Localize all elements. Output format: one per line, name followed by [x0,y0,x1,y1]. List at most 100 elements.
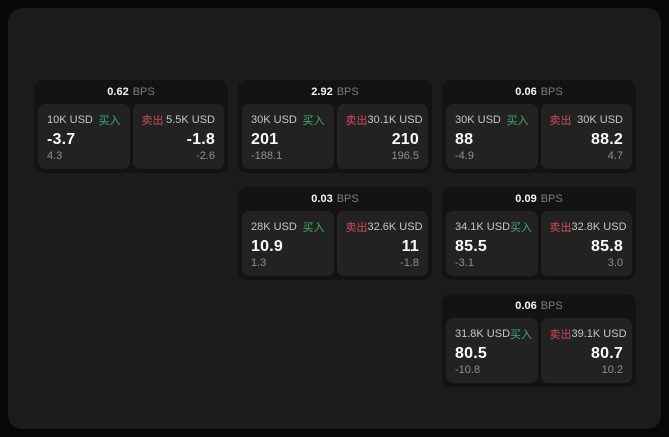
card-header: 0.03 BPS [242,187,428,211]
card-header: 2.92 BPS [242,80,428,104]
quote-card: 0.06 BPS 30K USD 买入 88 -4.9 卖出 30K USD [442,80,636,173]
sell-delta: 10.2 [601,364,623,376]
sell-amount: 30.1K USD [367,114,423,126]
quote-grid: 0.62 BPS 10K USD 买入 -3.7 4.3 卖出 5.5K USD [34,80,636,387]
sell-panel-top: 卖出 30.1K USD [345,112,423,128]
sell-delta: -2.6 [196,150,215,162]
sell-price: 80.7 [591,344,623,362]
buy-panel-top: 34.1K USD 买入 [455,219,533,235]
sell-panel[interactable]: 卖出 32.6K USD 11 -1.8 [336,211,428,276]
quote-card: 0.06 BPS 31.8K USD 买入 80.5 -10.8 卖出 39.1… [442,294,636,387]
buy-delta: -3.1 [455,257,474,269]
panels: 10K USD 买入 -3.7 4.3 卖出 5.5K USD -1.8 -2.… [38,104,224,169]
buy-side-label: 买入 [510,329,533,341]
sell-amount: 30K USD [577,114,623,126]
bps-unit-label: BPS [336,193,359,205]
sell-panel[interactable]: 卖出 30K USD 88.2 4.7 [540,104,632,169]
bps-unit-label: BPS [540,86,563,98]
buy-panel[interactable]: 28K USD 买入 10.9 1.3 [242,211,334,276]
bps-value: 0.06 [515,300,537,312]
sell-price: 11 [401,237,419,255]
buy-price: 85.5 [455,237,487,255]
sell-side-label: 卖出 [549,329,572,341]
panels: 28K USD 买入 10.9 1.3 卖出 32.6K USD 11 -1.8 [242,211,428,276]
bps-value: 0.09 [515,193,537,205]
buy-price: 10.9 [251,237,283,255]
panels: 34.1K USD 买入 85.5 -3.1 卖出 32.8K USD 85.8… [446,211,632,276]
buy-amount: 10K USD [47,114,93,126]
buy-panel-top: 30K USD 买入 [251,112,325,128]
buy-panel[interactable]: 30K USD 买入 201 -188.1 [242,104,334,169]
buy-price: 80.5 [455,344,487,362]
buy-panel[interactable]: 34.1K USD 买入 85.5 -3.1 [446,211,538,276]
buy-delta: -4.9 [455,150,474,162]
sell-amount: 5.5K USD [166,114,215,126]
bps-value: 2.92 [311,86,333,98]
bps-unit-label: BPS [540,193,563,205]
quote-card: 0.09 BPS 34.1K USD 买入 85.5 -3.1 卖出 32.8K… [442,187,636,280]
bps-unit-label: BPS [336,86,359,98]
buy-side-label: 买入 [510,222,533,234]
sell-price: 85.8 [591,237,623,255]
buy-amount: 30K USD [455,114,501,126]
sell-side-label: 卖出 [549,115,572,127]
buy-panel-top: 30K USD 买入 [455,112,529,128]
bps-unit-label: BPS [132,86,155,98]
buy-panel[interactable]: 31.8K USD 买入 80.5 -10.8 [446,318,538,383]
buy-delta: 4.3 [47,150,63,162]
sell-price: 210 [391,130,419,148]
buy-panel[interactable]: 30K USD 买入 88 -4.9 [446,104,538,169]
buy-amount: 30K USD [251,114,297,126]
card-header: 0.06 BPS [446,294,632,318]
sell-panel-top: 卖出 5.5K USD [142,112,216,128]
buy-price: 88 [455,130,474,148]
sell-panel-top: 卖出 32.8K USD [549,219,627,235]
sell-delta: -1.8 [400,257,419,269]
bps-value: 0.62 [107,86,129,98]
app-window: 0.62 BPS 10K USD 买入 -3.7 4.3 卖出 5.5K USD [8,8,661,429]
buy-panel-top: 28K USD 买入 [251,219,325,235]
quote-card: 0.62 BPS 10K USD 买入 -3.7 4.3 卖出 5.5K USD [34,80,228,173]
sell-amount: 32.6K USD [367,221,423,233]
buy-side-label: 买入 [506,115,529,127]
sell-side-label: 卖出 [141,115,164,127]
buy-panel-top: 31.8K USD 买入 [455,326,533,342]
sell-panel[interactable]: 卖出 32.8K USD 85.8 3.0 [540,211,632,276]
sell-delta: 4.7 [607,150,623,162]
quote-card: 0.03 BPS 28K USD 买入 10.9 1.3 卖出 32.6K US… [238,187,432,280]
buy-amount: 34.1K USD [455,221,511,233]
card-header: 0.06 BPS [446,80,632,104]
buy-amount: 28K USD [251,221,297,233]
sell-delta: 3.0 [607,257,623,269]
buy-panel-top: 10K USD 买入 [47,112,121,128]
buy-side-label: 买入 [302,115,325,127]
sell-delta: 196.5 [391,150,419,162]
buy-delta: 1.3 [251,257,267,269]
sell-panel-top: 卖出 30K USD [550,112,624,128]
bps-value: 0.03 [311,193,333,205]
sell-side-label: 卖出 [549,222,572,234]
sell-side-label: 卖出 [345,222,368,234]
buy-side-label: 买入 [302,222,325,234]
sell-panel-top: 卖出 32.6K USD [345,219,423,235]
buy-price: 201 [251,130,279,148]
sell-panel[interactable]: 卖出 30.1K USD 210 196.5 [336,104,428,169]
sell-price: 88.2 [591,130,623,148]
buy-delta: -188.1 [251,150,283,162]
buy-panel[interactable]: 10K USD 买入 -3.7 4.3 [38,104,130,169]
sell-side-label: 卖出 [345,115,368,127]
card-header: 0.62 BPS [38,80,224,104]
bps-unit-label: BPS [540,300,563,312]
bps-value: 0.06 [515,86,537,98]
buy-side-label: 买入 [98,115,121,127]
panels: 30K USD 买入 88 -4.9 卖出 30K USD 88.2 4.7 [446,104,632,169]
buy-price: -3.7 [47,130,76,148]
sell-amount: 39.1K USD [571,328,627,340]
sell-panel-top: 卖出 39.1K USD [549,326,627,342]
sell-panel[interactable]: 卖出 5.5K USD -1.8 -2.6 [132,104,224,169]
sell-panel[interactable]: 卖出 39.1K USD 80.7 10.2 [540,318,632,383]
panels: 30K USD 买入 201 -188.1 卖出 30.1K USD 210 1… [242,104,428,169]
card-header: 0.09 BPS [446,187,632,211]
buy-amount: 31.8K USD [455,328,511,340]
sell-price: -1.8 [186,130,215,148]
